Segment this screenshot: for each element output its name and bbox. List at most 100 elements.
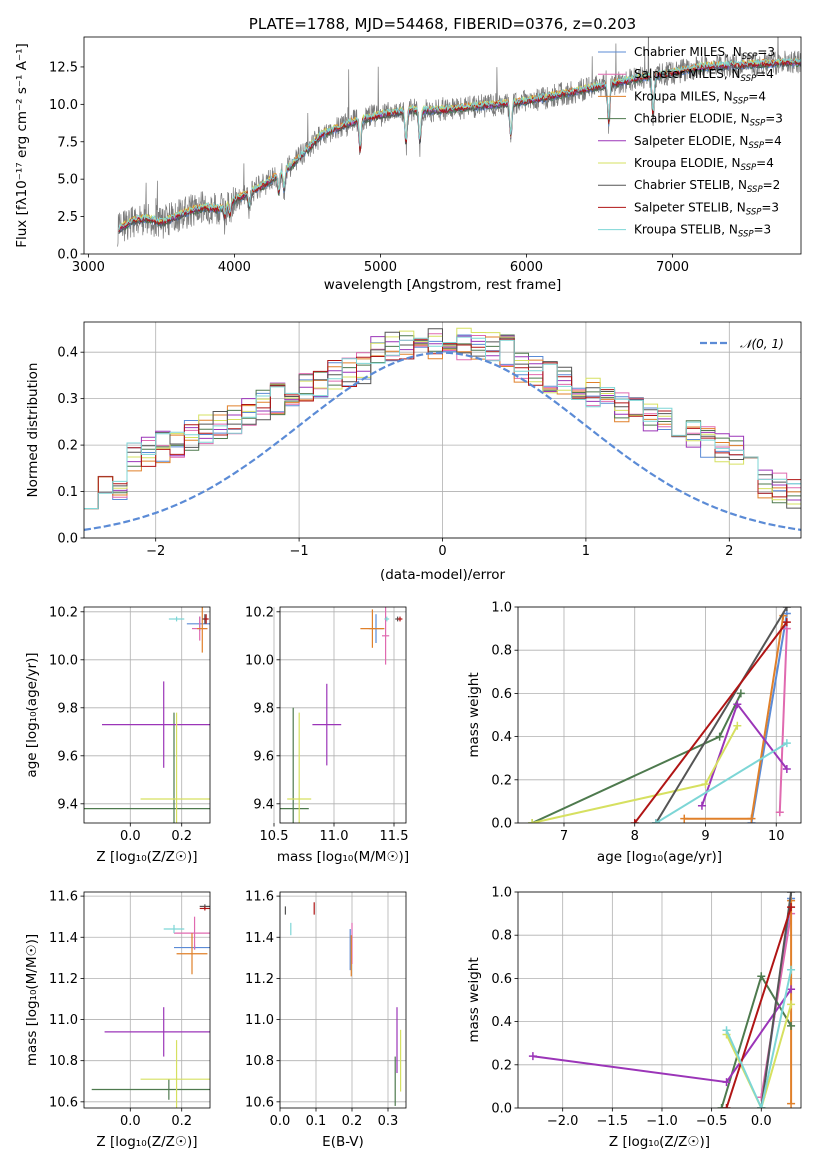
errorbar-point [168,616,185,622]
plot-area [528,607,791,823]
weight-line [725,969,793,1108]
weight-marker [775,808,784,817]
y-tick-label: 11.4 [49,931,78,946]
weight-marker [697,801,706,810]
y-tick-label: 11.0 [49,1013,78,1028]
weight-marker [528,819,537,823]
x-tick-label: 0 [438,544,446,559]
y-axis-label: mass [log₁₀(M/M☉)] [24,934,40,1066]
axes-mass-vs-Z: 0.0 0.2 10.6 10.8 11.0 11.2 11.4 11.6 Z [log₁₀(Z… [24,890,211,1150]
legend: 𝒩(0, 1) [700,337,784,351]
y-tick-label: 11.2 [245,972,274,987]
y-tick-label: 9.6 [57,749,78,764]
weight-marker [701,780,710,789]
legend-label: Salpeter ELODIE, NSSP=4 [634,134,782,151]
axes-frame [517,891,802,1109]
y-tick-label: 11.6 [49,890,78,905]
x-tick-label: 7000 [656,260,689,275]
y-tick-label: 9.8 [57,701,78,716]
errorbar-point [397,616,403,622]
weight-marker [528,1052,537,1061]
weight-line [655,742,788,823]
plot-area [528,892,796,1108]
legend-label: Chabrier STELIB, NSSP=2 [634,178,780,195]
x-tick-label: 0.0 [120,1114,141,1129]
y-tick-label: 10.6 [49,1095,78,1110]
errorbar-point [176,933,208,975]
x-axis-label: Z [log₁₀(Z/Z☉)] [96,1134,197,1150]
y-tick-label: 5.0 [57,173,78,188]
x-tick-label: 3000 [72,260,105,275]
weight-marker [680,814,689,823]
chart-title: PLATE=1788, MJD=54468, FIBERID=0376, z=0… [249,15,636,33]
errorbar-point [104,1007,210,1057]
x-axis-label: Z [log₁₀(Z/Z☉)] [96,849,197,865]
errorbar-point [382,607,390,665]
weight-marker [787,1099,796,1108]
y-tick-label: 9.4 [253,797,274,812]
legend-label: Chabrier ELODIE, NSSP=3 [634,112,783,129]
axes-frame [83,36,802,255]
y-tick-label: 10.2 [245,605,274,620]
y-tick-label: 0.6 [491,972,512,987]
x-tick-label: −2 [146,544,165,559]
errorbar-point [84,712,210,823]
x-tick-label: 0.0 [751,1114,772,1129]
weight-line [778,628,788,813]
y-tick-label: 10.2 [49,605,78,620]
y-tick-label: 10.0 [49,653,78,668]
weight-marker [736,689,745,698]
axes-weight-vs-age: 7 8 9 10 0.0 0.2 0.4 0.6 0.8 1.0 age [log₁₀(age/yr… [466,601,802,865]
x-tick-label: −1.0 [646,1114,678,1129]
weight-line [531,692,742,823]
errorbar-point [203,614,209,624]
weight-marker [787,903,796,912]
plot-area [117,37,801,247]
y-axis-label: age [log₁₀(age/yr)] [24,652,40,777]
x-tick-label: −2.0 [547,1114,579,1129]
weight-marker [715,732,724,741]
weight-line [701,702,788,807]
errorbar-point [140,712,210,823]
weight-marker [782,765,791,773]
y-tick-label: 0.0 [57,532,78,547]
x-axis-label: Z [log₁₀(Z/Z☉)] [609,1134,710,1150]
errorbar-point [163,924,185,934]
y-tick-label: 0.4 [491,1015,512,1030]
errorbar-point [174,916,210,950]
legend-label: Kroupa STELIB, NSSP=3 [634,223,771,240]
y-tick-label: 0.4 [491,730,512,745]
y-tick-label: 0.1 [57,485,78,500]
hist-kroupa-stelib [84,336,801,509]
y-tick-label: 9.8 [253,701,274,716]
axes-weight-vs-Z: −2.0 −1.5 −1.0 −0.5 0.0 0.0 0.2 0.4 0.6 0.8 1.0 Z [… [466,886,802,1150]
x-tick-label: 0.3 [378,1114,399,1129]
y-tick-label: 11.2 [49,972,78,987]
weight-marker [722,1078,731,1087]
errorbar-point [312,683,342,766]
weight-line [655,607,788,823]
x-tick-label: 1 [582,544,590,559]
legend-label: Kroupa ELODIE, NSSP=4 [634,156,774,173]
x-axis-label: E(B-V) [322,1134,364,1150]
axes-age-vs-mass: 10.5 11.0 11.5 9.4 9.6 9.8 10.0 10.2 mass [log₁₀… [245,605,409,865]
y-tick-label: 9.6 [253,749,274,764]
y-axis-label: mass weight [466,957,482,1042]
weight-marker [630,819,639,823]
y-tick-label: 10.8 [245,1054,274,1069]
y-tick-label: 1.0 [491,886,512,901]
x-tick-label: 8 [631,829,639,844]
legend-label: Salpeter MILES, NSSP=4 [634,67,774,84]
errorbar-point [280,707,309,823]
weight-marker [782,607,791,611]
weight-marker [757,1104,766,1108]
spectrum-data [117,37,801,247]
x-tick-label: 0.0 [120,829,141,844]
axes-frame [279,606,407,824]
axes-spectrum: 3000 4000 5000 6000 7000 0.0 2.5 5.0 7.5 10.0 12.5… [14,15,802,293]
weight-line [750,613,788,823]
x-tick-label: 0.1 [306,1114,327,1129]
y-tick-label: 1.0 [491,601,512,616]
axes-residuals: −2 −1 0 1 2 0.0 0.1 0.2 0.3 0.4 (data-model)/error… [25,321,802,583]
weight-marker [782,618,791,627]
